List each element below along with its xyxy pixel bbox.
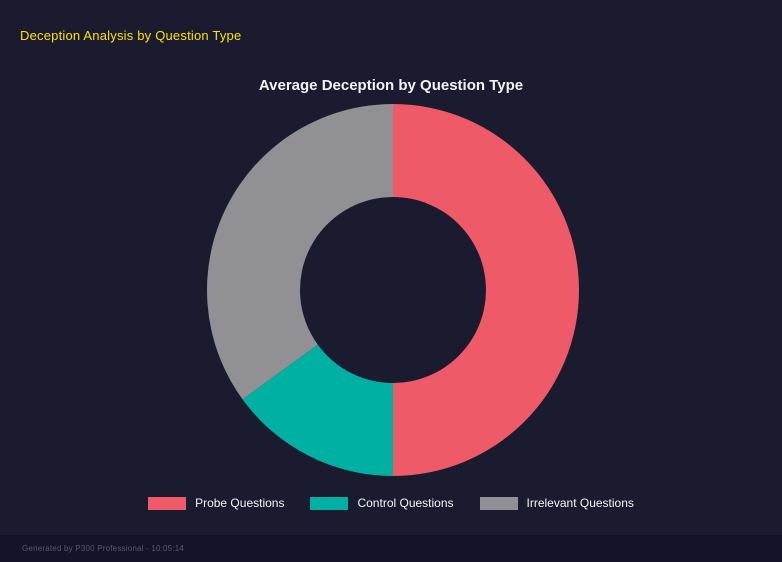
donut-slice-2 (206, 103, 393, 400)
donut-slice-1 (242, 344, 393, 476)
footer-status-text: Generated by P300 Professional - 10:05:1… (22, 544, 185, 553)
legend-swatch-control (310, 496, 349, 510)
legend-swatch-irrelevant (479, 496, 518, 510)
legend-label-control: Control Questions (357, 496, 454, 510)
donut-chart (203, 100, 583, 480)
donut-slice-0 (393, 104, 579, 476)
legend-label-irrelevant: Irrelevant Questions (526, 496, 634, 510)
footer-bar: Generated by P300 Professional - 10:05:1… (0, 535, 782, 562)
chart-title: Average Deception by Question Type (258, 77, 524, 94)
donut-chart-svg (206, 103, 579, 476)
legend-swatch-probe (148, 496, 187, 510)
legend-item-control[interactable]: Control Questions (310, 496, 454, 510)
legend-item-probe[interactable]: Probe Questions (148, 496, 284, 510)
chart-legend: Probe Questions Control Questions Irrele… (0, 496, 782, 510)
page-title: Deception Analysis by Question Type (20, 28, 242, 43)
legend-item-irrelevant[interactable]: Irrelevant Questions (479, 496, 634, 510)
legend-label-probe: Probe Questions (195, 496, 285, 510)
